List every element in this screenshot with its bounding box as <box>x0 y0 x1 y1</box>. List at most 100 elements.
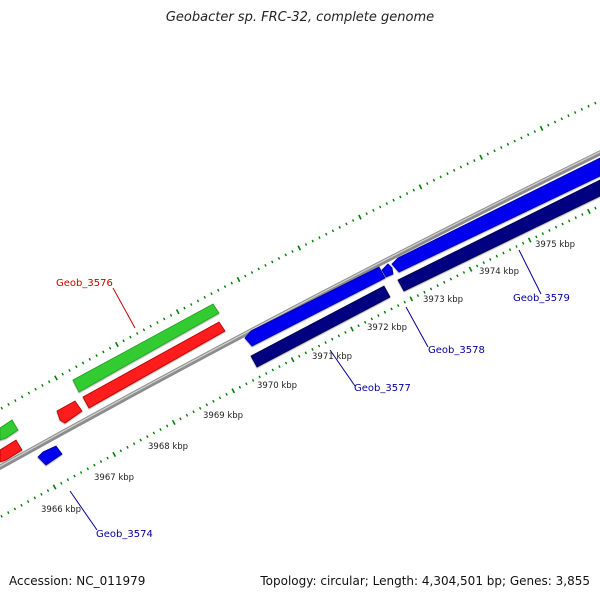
geob-3577-gene-arrow[interactable] <box>250 285 391 368</box>
outer-minor-tick <box>547 123 550 127</box>
gene-label-geob-3574[interactable]: Geob_3574 <box>96 529 153 540</box>
outer-minor-tick <box>412 188 416 192</box>
outer-major-tick <box>236 276 241 283</box>
geob-3574-cds-arrow[interactable] <box>37 445 63 466</box>
outer-minor-tick <box>325 232 328 236</box>
geob-3577-cds-arrow[interactable] <box>244 266 386 347</box>
outer-minor-tick <box>7 402 10 406</box>
inner-minor-tick <box>60 481 63 485</box>
geob-3576-gene-arrow[interactable] <box>82 321 226 409</box>
tick-label-3967: 3967 kbp <box>94 473 134 483</box>
outer-minor-tick <box>210 292 213 296</box>
outer-minor-tick <box>244 274 247 278</box>
outer-minor-tick <box>162 317 166 321</box>
outer-minor-tick <box>533 130 537 133</box>
outer-minor-tick <box>47 380 51 384</box>
inner-minor-tick <box>192 410 195 414</box>
inner-minor-tick <box>383 310 387 314</box>
outer-minor-tick <box>41 383 44 387</box>
inner-minor-tick <box>126 445 129 449</box>
inner-minor-tick <box>515 245 518 248</box>
inner-minor-tick <box>489 257 492 261</box>
gene-label-geob-3577[interactable]: Geob_3577 <box>354 383 411 394</box>
inner-minor-tick <box>298 354 301 358</box>
inner-tick-row <box>0 206 597 518</box>
inner-major-tick <box>587 208 591 214</box>
outer-tick-row <box>0 101 597 410</box>
inner-minor-tick <box>561 222 564 226</box>
inner-minor-tick <box>521 241 525 245</box>
inner-minor-tick <box>495 254 499 258</box>
inner-minor-tick <box>535 235 538 239</box>
outer-minor-tick <box>405 192 409 196</box>
partial-forward-cds-arrow[interactable] <box>0 419 19 441</box>
outer-minor-tick <box>365 212 368 216</box>
outer-minor-tick <box>122 339 125 343</box>
inner-minor-tick <box>311 347 314 351</box>
inner-minor-tick <box>317 344 321 348</box>
outer-minor-tick <box>311 239 314 243</box>
outer-major-tick <box>539 125 544 131</box>
gene-label-geob-3579[interactable]: Geob_3579 <box>513 293 570 304</box>
tick-label-3975: 3975 kbp <box>535 240 575 250</box>
outer-major-tick <box>297 245 302 251</box>
inner-minor-tick <box>185 413 189 417</box>
outer-minor-tick <box>493 149 496 153</box>
outer-minor-tick <box>169 313 173 317</box>
outer-minor-tick <box>459 165 463 169</box>
inner-major-tick <box>527 237 532 243</box>
inner-minor-tick <box>20 503 23 507</box>
small-forward-gene-arrow[interactable] <box>56 400 83 424</box>
inner-minor-tick <box>218 396 222 400</box>
tick-label-3972: 3972 kbp <box>367 323 407 333</box>
outer-minor-tick <box>432 178 436 182</box>
outer-minor-tick <box>108 346 112 350</box>
outer-minor-tick <box>257 267 260 271</box>
geob-3576-cds-arrow[interactable] <box>72 303 220 393</box>
inner-minor-tick <box>258 375 261 379</box>
inner-minor-tick <box>370 317 374 321</box>
reverse-strand-features <box>37 157 600 466</box>
outer-minor-tick <box>506 142 510 146</box>
outer-minor-tick <box>102 350 105 354</box>
outer-minor-tick <box>203 295 206 299</box>
inner-minor-tick <box>363 320 367 324</box>
outer-minor-tick <box>587 104 590 108</box>
inner-minor-tick <box>265 371 268 375</box>
outer-minor-tick <box>318 236 321 240</box>
inner-minor-tick <box>429 287 433 291</box>
inner-minor-tick <box>132 442 136 446</box>
inner-minor-tick <box>337 334 341 338</box>
inner-minor-tick <box>423 290 426 294</box>
inner-minor-tick <box>390 307 393 311</box>
geob-3579-gene-arrow[interactable] <box>397 179 600 292</box>
partial-forward-gene-arrow[interactable] <box>0 439 23 463</box>
inner-minor-tick <box>324 341 327 345</box>
gene-labels: Geob_3576 Geob_3574 Geob_3577 Geob_3578 … <box>56 278 570 540</box>
outer-major-tick <box>358 214 362 220</box>
inner-minor-tick <box>436 284 439 288</box>
inner-minor-tick <box>541 232 545 236</box>
outer-major-tick <box>54 375 58 381</box>
outer-minor-tick <box>385 202 389 206</box>
inner-minor-tick <box>152 431 156 435</box>
inner-minor-tick <box>251 378 255 382</box>
outer-minor-tick <box>439 175 442 179</box>
inner-minor-tick <box>594 206 597 210</box>
outer-minor-tick <box>372 208 375 212</box>
gene-label-geob-3576[interactable]: Geob_3576 <box>56 278 113 289</box>
inner-minor-tick <box>554 225 558 229</box>
outer-minor-tick <box>20 395 24 399</box>
outer-minor-tick <box>567 114 570 118</box>
inner-minor-tick <box>198 406 202 410</box>
outer-minor-tick <box>0 406 4 410</box>
geob-3579-cds-arrow[interactable] <box>391 157 600 273</box>
geob-3578-cds-arrow[interactable] <box>381 263 394 278</box>
gene-label-geob-3578[interactable]: Geob_3578 <box>428 345 485 356</box>
outer-major-tick <box>175 309 180 315</box>
outer-minor-tick <box>196 299 200 303</box>
outer-minor-tick <box>378 205 382 209</box>
outer-minor-tick <box>277 256 281 260</box>
inner-minor-tick <box>119 449 123 453</box>
inner-minor-tick <box>212 399 215 403</box>
